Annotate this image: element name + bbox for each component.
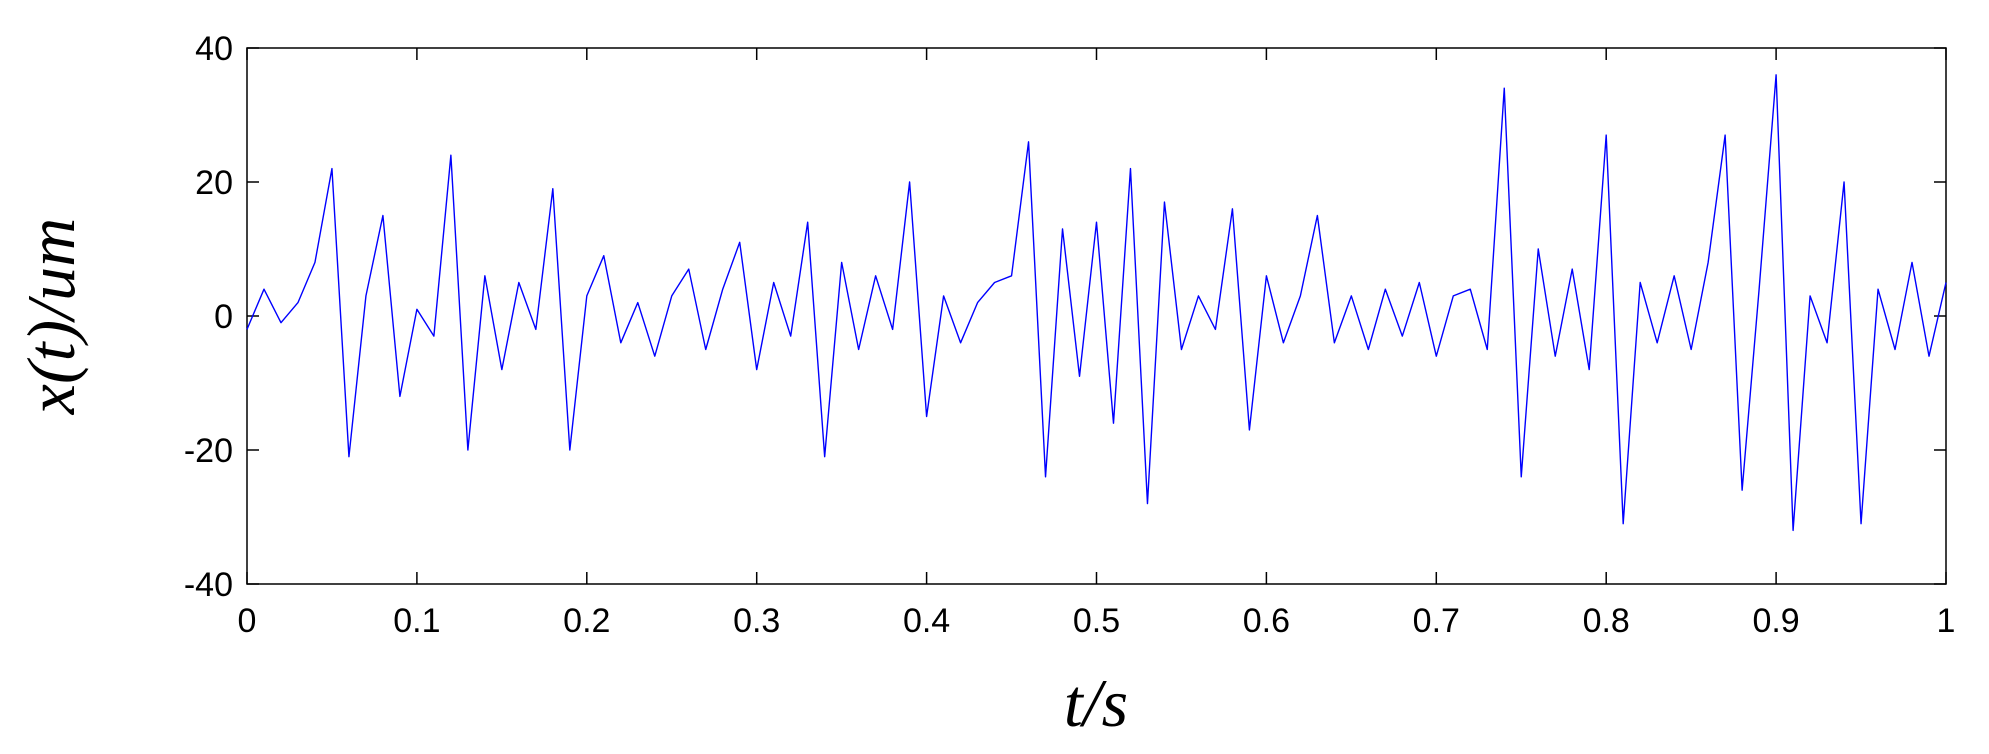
x-tick-label: 0: [238, 602, 257, 640]
x-tick-label: 0.3: [733, 602, 780, 640]
x-tick-label: 0.4: [903, 602, 950, 640]
x-tick-label: 0.6: [1243, 602, 1290, 640]
y-tick-label: 0: [214, 298, 233, 336]
y-tick-label: -40: [184, 566, 233, 604]
axis-tick-labels: 0 0.1 0.2 0.3 0.4 0.5 0.6 0.7 0.8 0.9 1 -40 -20 0 20 40: [184, 30, 1956, 640]
plot-area-frame: [246, 47, 1947, 585]
y-axis-label: x(t)/um: [13, 218, 89, 415]
y-tick-label: -20: [184, 432, 233, 470]
x-tick-label: 0.9: [1752, 602, 1799, 640]
y-tick-label: 40: [195, 30, 233, 68]
x-tick-label: 0.5: [1073, 602, 1120, 640]
axis-ticks: [246, 47, 1947, 585]
x-tick-label: 1: [1937, 602, 1956, 640]
data-series: [246, 74, 1947, 532]
x-axis-label: t/s: [1064, 665, 1128, 741]
series-line: [246, 74, 1947, 532]
x-tick-label: 0.7: [1413, 602, 1460, 640]
x-tick-label: 0.8: [1583, 602, 1630, 640]
x-tick-label: 0.2: [563, 602, 610, 640]
y-tick-label: 20: [195, 164, 233, 202]
x-tick-label: 0.1: [393, 602, 440, 640]
